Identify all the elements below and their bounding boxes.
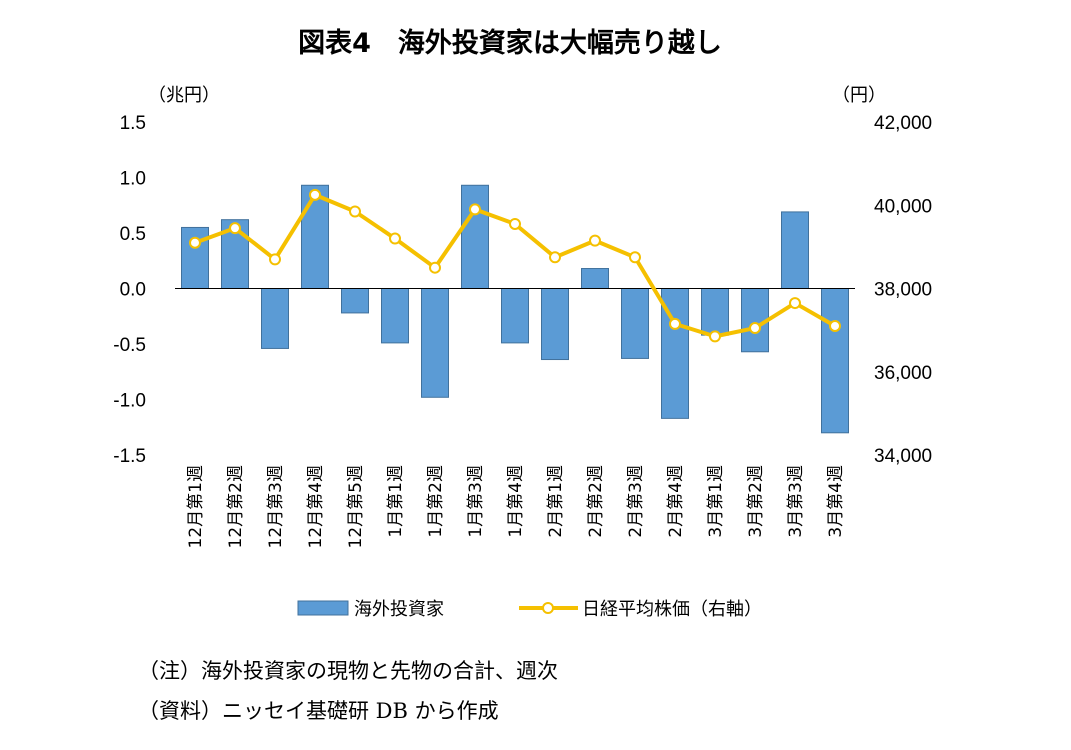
line-point — [709, 330, 721, 343]
bar — [181, 226, 209, 289]
bar — [461, 184, 489, 290]
left-axis-ticks: 1.5 1.0 0.5 0.0 -0.5 -1.0 -1.5 — [113, 113, 146, 467]
right-tick-label: 38,000 — [874, 280, 932, 301]
bar — [421, 288, 449, 398]
line-point — [509, 217, 521, 230]
legend-line-label: 日経平均株価（右軸） — [582, 599, 762, 620]
category-label: 1月第3週 — [466, 465, 486, 538]
right-axis-unit: （円） — [832, 85, 886, 106]
chart-title: 図表4 海外投資家は大幅売り越し — [298, 27, 722, 59]
left-tick-label: 1.0 — [120, 169, 146, 190]
line-point — [349, 205, 361, 218]
bar — [261, 288, 289, 349]
line-point — [829, 319, 841, 332]
category-label: 12月第5週 — [346, 465, 366, 548]
category-label: 2月第4週 — [666, 465, 686, 538]
bar — [621, 288, 649, 359]
right-tick-label: 34,000 — [874, 446, 932, 467]
right-tick-label: 36,000 — [874, 363, 932, 384]
category-label: 3月第4週 — [826, 465, 846, 538]
line-point — [269, 253, 281, 266]
line-series — [189, 188, 841, 343]
category-label: 2月第3週 — [626, 465, 646, 538]
left-tick-label: -1.0 — [113, 391, 146, 412]
line-point — [309, 188, 321, 201]
right-tick-label: 40,000 — [874, 196, 932, 217]
right-axis-ticks: 42,000 40,000 38,000 36,000 34,000 — [874, 113, 932, 467]
bar — [581, 268, 609, 289]
category-label: 1月第1週 — [386, 465, 406, 538]
left-axis-unit: （兆円） — [148, 85, 220, 106]
bar — [541, 288, 569, 361]
chart: 図表4 海外投資家は大幅売り越し （兆円） （円） 1.5 1.0 0.5 0.0 -0… — [113, 27, 932, 620]
line-point — [629, 251, 641, 264]
left-tick-label: 0.0 — [120, 280, 146, 301]
source-text: （資料）ニッセイ基礎研 DB から作成 — [138, 699, 499, 723]
category-label: 12月第2週 — [226, 465, 246, 548]
legend-bar-label: 海外投資家 — [354, 599, 444, 620]
bar — [701, 288, 729, 336]
line-point — [749, 322, 761, 335]
bar — [341, 288, 369, 314]
left-tick-label: 1.5 — [120, 113, 146, 134]
category-label: 1月第2週 — [426, 465, 446, 538]
category-label: 3月第3週 — [786, 465, 806, 538]
left-tick-label: -1.5 — [113, 446, 146, 467]
legend-line-marker — [542, 602, 554, 614]
category-label: 2月第2週 — [586, 465, 606, 538]
line-point — [589, 234, 601, 247]
bar — [781, 211, 809, 289]
line-point — [389, 232, 401, 245]
left-tick-label: -0.5 — [113, 335, 146, 356]
line-point — [229, 222, 241, 235]
category-labels: 12月第1週 12月第2週 12月第3週 12月第4週 12月第5週 1月第1週 1月第2週… — [186, 465, 846, 548]
legend-bar-swatch — [297, 600, 349, 616]
line-point — [429, 261, 441, 274]
bar — [381, 288, 409, 344]
bar — [501, 288, 529, 344]
bar-series — [181, 184, 849, 434]
bar — [821, 288, 849, 434]
line-point — [789, 297, 801, 310]
legend: 海外投資家 日経平均株価（右軸） — [297, 599, 762, 620]
left-tick-label: 0.5 — [120, 224, 146, 245]
note-text: （注）海外投資家の現物と先物の合計、週次 — [138, 659, 558, 683]
category-label: 1月第4週 — [506, 465, 526, 538]
right-tick-label: 42,000 — [874, 113, 932, 134]
line-point — [189, 236, 201, 249]
category-label: 2月第1週 — [546, 465, 566, 538]
line-point — [549, 251, 561, 264]
category-label: 3月第2週 — [746, 465, 766, 538]
line-point — [669, 317, 681, 330]
category-label: 12月第4週 — [306, 465, 326, 548]
category-label: 12月第3週 — [266, 465, 286, 548]
category-label: 12月第1週 — [186, 465, 206, 548]
line-point — [469, 203, 481, 216]
bar — [301, 184, 329, 290]
category-label: 3月第1週 — [706, 465, 726, 538]
